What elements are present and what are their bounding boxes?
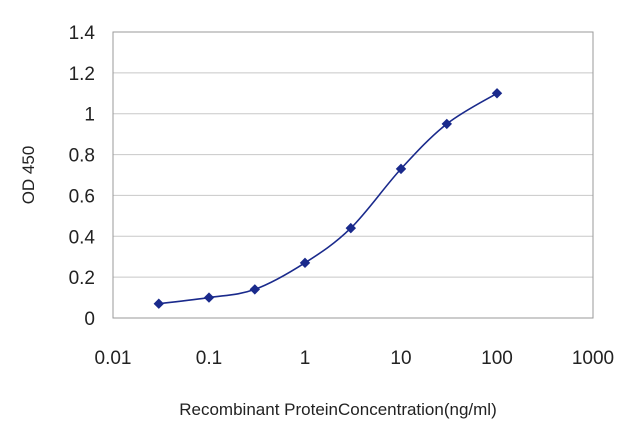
- gridlines: [113, 72, 593, 278]
- x-tick-label: 100: [481, 348, 513, 369]
- y-tick-label: 0.4: [69, 227, 96, 248]
- y-tick-label: 0.6: [69, 186, 95, 207]
- y-tick-label: 1.2: [69, 64, 95, 85]
- data-point: [299, 257, 311, 269]
- data-point: [491, 88, 503, 99]
- data-point: [441, 118, 453, 130]
- y-tick-label: 0.2: [69, 268, 95, 289]
- y-tick-labels: 0 0.2 0.4 0.6 0.8 1 1.2 1.4: [69, 23, 96, 330]
- y-tick-label: 0: [84, 309, 95, 330]
- x-tick-label: 10: [390, 348, 411, 369]
- y-tick-label: 0.8: [69, 146, 95, 167]
- y-tick-label: 1.4: [69, 23, 96, 44]
- x-tick-labels: 0.01 0.1 1 10 100 1000: [95, 348, 615, 369]
- y-axis-title: OD 450: [19, 146, 38, 205]
- data-point: [249, 284, 261, 295]
- y-tick-label: 1: [84, 105, 95, 126]
- x-tick-label: 1: [300, 348, 311, 369]
- x-tick-label: 1000: [572, 348, 614, 369]
- series-line: [158, 92, 498, 305]
- data-point: [203, 292, 215, 303]
- x-axis-title: Recombinant ProteinConcentration(ng/ml): [179, 400, 497, 419]
- x-tick-label: 0.01: [95, 348, 132, 369]
- series-layer: [153, 88, 503, 309]
- data-point: [345, 222, 357, 234]
- data-point: [153, 298, 165, 309]
- plot-area: [112, 31, 594, 319]
- x-tick-label: 0.1: [196, 348, 222, 369]
- data-point: [395, 163, 407, 175]
